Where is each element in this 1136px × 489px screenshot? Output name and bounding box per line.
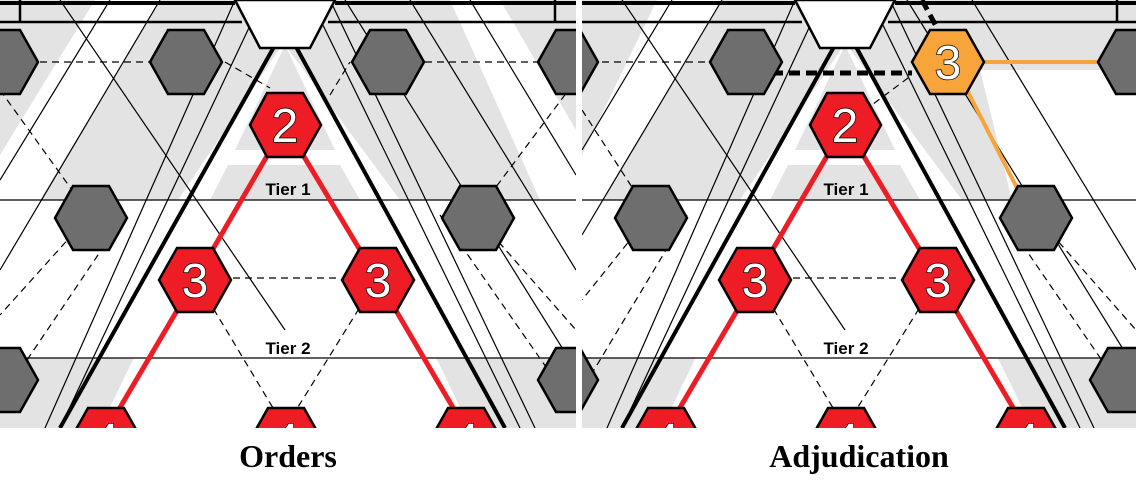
gray-hex	[350, 28, 426, 96]
adjudication-panel: 3 2 3 3 4 4 4 Tier 1 Tier 2	[582, 0, 1136, 428]
red-hex-tier3-right	[995, 406, 1057, 428]
node-label-mid-right: 3	[365, 255, 392, 308]
orders-panel: 2 3 3 4 4 4 Tier 1 Tier 2	[0, 0, 576, 428]
gray-hex	[582, 349, 600, 411]
thick-border	[0, 1, 576, 428]
red-hex-tier2-right	[900, 246, 976, 314]
top-rails	[582, 0, 1136, 24]
attack-dashed-line	[772, 0, 940, 76]
white-wedge	[450, 0, 576, 200]
orange-hex	[910, 28, 986, 96]
orange-node-label: 3	[935, 37, 962, 90]
red-hex-tier0	[248, 91, 323, 159]
gray-hex	[0, 346, 40, 414]
adjudication-diagram: 3 2 3 3 4 4 4 Tier 1 Tier 2	[582, 0, 1136, 428]
node-label-bottom-left: 4	[653, 415, 680, 428]
node-label-bottom-left: 4	[93, 415, 120, 428]
adjudication-caption: Adjudication	[769, 438, 949, 474]
tier1-label: Tier 1	[265, 180, 310, 199]
node-label-bottom-right: 4	[453, 415, 480, 428]
red-hex-tier2-left	[157, 246, 233, 314]
gray-hex	[536, 346, 576, 414]
gray-hex	[582, 31, 600, 93]
thick-border	[582, 1, 1136, 428]
gray-hex	[1096, 28, 1136, 96]
gray-hexes	[582, 28, 1136, 414]
node-label-top: 2	[272, 100, 299, 153]
red-hex-tier2-right	[340, 246, 416, 314]
gray-hex	[148, 28, 224, 96]
gray-hex	[998, 184, 1074, 252]
node-label-bottom-right: 4	[1013, 415, 1040, 428]
top-hex	[233, 0, 337, 50]
red-hex-tier3-mid	[255, 406, 317, 428]
red-hexes	[75, 91, 497, 428]
red-hex-tier2-left	[717, 246, 793, 314]
node-label-mid-left: 3	[182, 255, 209, 308]
node-label-bottom-mid: 4	[833, 415, 860, 428]
white-wedge	[582, 0, 722, 200]
top-hex	[793, 0, 897, 50]
gray-hex	[0, 28, 40, 96]
red-hex-tier3-right	[435, 406, 497, 428]
gray-hex	[440, 184, 516, 252]
top-rails	[0, 0, 576, 24]
node-label-mid-right: 3	[925, 255, 952, 308]
tier2-label: Tier 2	[265, 339, 310, 358]
white-wedge	[0, 0, 160, 200]
gray-hex	[708, 28, 784, 96]
gray-hex	[53, 184, 129, 252]
node-label-top: 2	[832, 100, 859, 153]
orders-diagram: 2 3 3 4 4 4 Tier 1 Tier 2	[0, 0, 576, 428]
orders-caption: Orders	[239, 438, 337, 474]
red-hexes	[635, 91, 1057, 428]
red-hex-tier3-left	[635, 406, 697, 428]
tier2-label: Tier 2	[823, 339, 868, 358]
node-label-mid-left: 3	[742, 255, 769, 308]
gray-hex	[613, 184, 689, 252]
center-triangle	[100, 45, 470, 428]
gray-hex	[1088, 346, 1136, 414]
red-hex-tier3-mid	[815, 406, 877, 428]
center-triangle	[662, 45, 1032, 428]
tier1-label: Tier 1	[823, 180, 868, 199]
red-hex-tier3-left	[75, 406, 137, 428]
gray-hexes	[0, 28, 576, 414]
red-hex-tier0	[808, 91, 883, 159]
white-wedge	[980, 70, 1136, 200]
node-label-bottom-mid: 4	[273, 415, 300, 428]
gray-hex	[536, 28, 576, 96]
